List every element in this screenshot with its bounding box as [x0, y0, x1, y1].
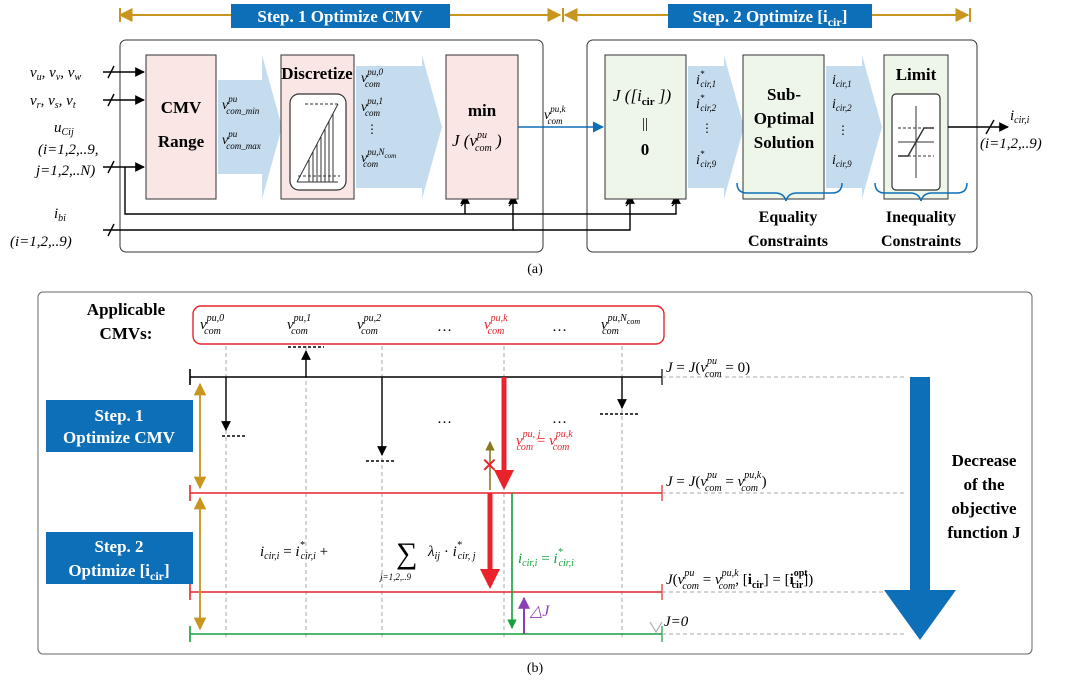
svg-text:Constraints: Constraints: [748, 233, 828, 250]
svg-text:Inequality: Inequality: [886, 209, 956, 226]
svg-text:(b): (b): [527, 661, 544, 676]
svg-text:CMVs:: CMVs:: [100, 324, 153, 343]
saturation-icon: [898, 106, 934, 178]
svg-text:||: ||: [642, 116, 648, 132]
svg-text:Applicable: Applicable: [87, 300, 166, 319]
svg-text:icir,i: icir,i: [1010, 108, 1030, 126]
svg-text:uCij: uCij: [54, 120, 74, 138]
svg-text:Sub-: Sub-: [767, 85, 801, 104]
suboptimal-block: [742, 54, 825, 200]
svg-text:Solution: Solution: [754, 133, 815, 152]
panel-b: Applicable CMVs: vpu,0 com vpu,1 com vpu,2…: [37, 291, 1033, 676]
svg-text:J ([icir ]): J ([icir ]): [613, 86, 671, 108]
svg-text:Decrease: Decrease: [952, 451, 1017, 470]
svg-text:…: …: [437, 411, 452, 427]
cmv-range-block: [145, 54, 217, 200]
step1-banner: [231, 4, 450, 28]
input-uc: uCij (i=1,2,..9, j=1,2,..N): [34, 120, 681, 215]
step2-banner-b: [46, 532, 193, 584]
svg-text:⋮: ⋮: [366, 122, 378, 136]
svg-text:ibi: ibi: [54, 206, 66, 224]
svg-text:∑: ∑: [396, 537, 417, 570]
flow-arrow-1: [218, 55, 282, 199]
svg-text:j=1,2,..N): j=1,2,..N): [34, 163, 95, 179]
input-uvw: vu, vv, vw: [30, 65, 145, 83]
step2-banner: [668, 4, 872, 28]
svg-text:Range: Range: [158, 132, 205, 151]
svg-text:(i=1,2,..9): (i=1,2,..9): [980, 136, 1042, 152]
svg-text:objective: objective: [951, 499, 1017, 518]
panel-b-frame: [37, 291, 1033, 655]
input-ib: ibi (i=1,2,..9): [10, 194, 635, 250]
svg-text:j=1,2,..9: j=1,2,..9: [379, 572, 412, 582]
svg-text:function J: function J: [947, 523, 1021, 542]
decrease-arrow: [884, 377, 956, 640]
svg-text:⋮: ⋮: [701, 121, 713, 135]
jcir-block: [604, 54, 687, 200]
input-rst: vr, vs, vt: [30, 93, 145, 111]
svg-text:vr, vs, vt: vr, vs, vt: [30, 93, 76, 111]
svg-text:0: 0: [641, 140, 650, 159]
step1-banner-b: [46, 400, 193, 452]
svg-text:icir,i = i*cir,i: icir,i = i* cir,i: [518, 547, 574, 569]
svg-text:Discretize: Discretize: [281, 64, 353, 83]
svg-text:△J: △J: [529, 603, 550, 620]
discretize-staircase-icon: [296, 103, 340, 183]
svg-text:…: …: [552, 411, 567, 427]
step1-title: Step. 1 Optimize CMV: [257, 7, 423, 26]
flow-arrow-4: [826, 55, 882, 199]
svg-text:(i=1,2,..9): (i=1,2,..9): [10, 234, 72, 250]
min-block: [445, 54, 519, 200]
step2-frame: [586, 39, 978, 253]
svg-text:Optimal: Optimal: [754, 109, 815, 128]
svg-text:…: …: [437, 319, 452, 335]
svg-text:icir,i = i*cir,i +: icir,i = i* cir,i +: [260, 540, 328, 562]
svg-text:Constraints: Constraints: [881, 233, 961, 250]
svg-text:J=0: J=0: [664, 614, 689, 630]
step2-title: Step. 2 Optimize [icir]: [693, 7, 848, 29]
svg-text:Equality: Equality: [759, 209, 818, 226]
svg-text:λij · i*cir, j: λij · i* cir, j: [427, 540, 476, 562]
step1-frame: [119, 39, 544, 253]
svg-text:✕: ✕: [481, 455, 498, 477]
svg-text:Step. 2: Step. 2: [94, 537, 143, 556]
svg-text:Limit: Limit: [896, 65, 937, 84]
svg-text:min: min: [468, 101, 497, 120]
svg-text:⋮: ⋮: [837, 123, 849, 137]
svg-text:…: …: [552, 319, 567, 335]
flow-arrow-3: [688, 55, 744, 199]
panel-a: Step. 1 Optimize CMV Step. 2 Optimize [i…: [10, 4, 1042, 277]
svg-text:(a): (a): [527, 262, 543, 277]
svg-text:Optimize [icir]: Optimize [icir]: [68, 561, 169, 583]
svg-text:vu, vv, vw: vu, vv, vw: [30, 65, 81, 83]
svg-text:(i=1,2,..9,: (i=1,2,..9,: [38, 142, 99, 158]
cmv-list-box: [192, 305, 665, 345]
flow-arrow-2: [356, 55, 442, 199]
svg-text:Optimize CMV: Optimize CMV: [63, 428, 176, 447]
svg-text:Step. 1: Step. 1: [94, 406, 143, 425]
svg-text:CMV: CMV: [161, 98, 202, 117]
svg-text:of the: of the: [963, 475, 1005, 494]
